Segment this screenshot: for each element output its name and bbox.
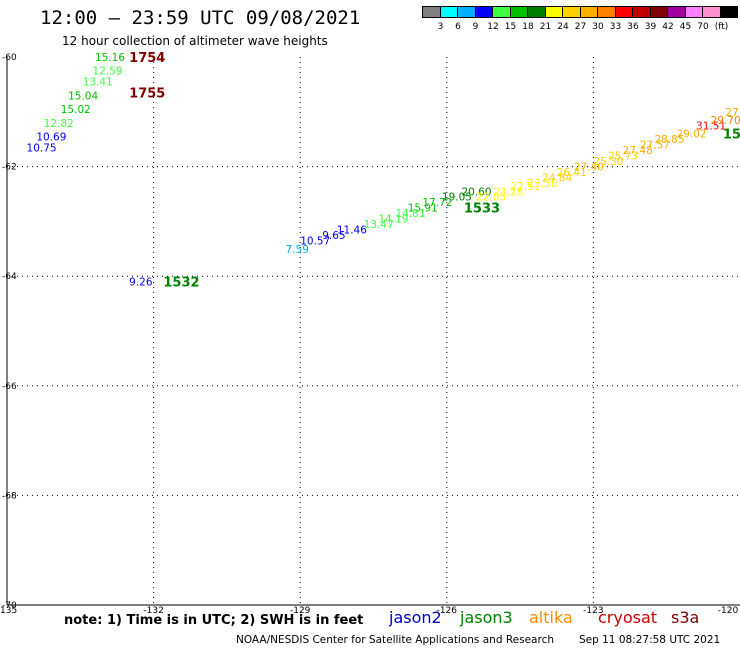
legend-swatch [719,6,738,18]
wave-height-label: 22.51 [510,181,540,193]
wave-height-label: 12.82 [44,118,74,130]
wave-height-label: 31.51 [696,121,726,133]
wave-height-label: 27.40 [574,162,604,174]
x-tick-label: -123 [583,606,603,616]
legend-label: 42 [662,22,674,32]
legend-label: 24 [557,22,569,32]
wave-height-label: 15.91 [408,203,438,215]
y-tick-label: -70 [2,601,17,611]
wave-height-label: 24.84 [542,173,572,185]
wave-height-label: 27.48 [623,145,653,157]
wave-height-label: 15.02 [61,104,91,116]
y-tick-label: -60 [2,53,17,63]
legend-label: 30 [592,22,604,32]
pass-time-label: 1754 [129,51,165,66]
wave-height-label: 29.70 [711,115,740,127]
wave-height-label: 19.05 [442,192,472,204]
legend-label: 33 [609,22,622,32]
wave-height-label: 11.46 [337,225,367,237]
x-tick-label: -132 [143,606,163,616]
satellite-altika: altika [529,608,573,627]
legend-label: 27 [574,22,587,32]
wave-height-label: 27.57 [640,140,670,152]
wave-height-label: 29.02 [676,129,706,141]
y-tick-label: -68 [2,491,17,501]
satellite-jason3: jason3 [460,608,513,627]
wave-height-label: 26.41 [557,167,587,179]
page-title: 12:00 – 23:59 UTC 09/08/2021 [40,7,361,29]
legend-label: 39 [644,22,657,32]
wave-height-label: 25.30 [593,156,623,168]
x-tick-label: -120 [718,606,739,616]
legend-label: 9 [472,22,479,32]
wave-height-label: 9.26 [129,277,153,289]
legend-label: 45 [679,22,692,32]
page-subtitle: 12 hour collection of altimeter wave hei… [62,34,328,48]
wave-height-label: 10.75 [27,142,57,154]
pass-time-label: 1532 [163,276,199,291]
wave-height-label: 14.19 [378,214,408,226]
y-tick-label: -66 [2,382,17,392]
wave-height-label: 14.81 [395,208,425,220]
legend-label: 18 [522,22,534,32]
satellite-jason2: jason2 [389,608,442,627]
wave-height-label: 23.28 [493,186,523,198]
legend-label: 70 [697,22,709,32]
wave-height-label: 22.05 [476,192,506,204]
wave-height-label: 15.04 [68,90,98,102]
legend-label: 6 [455,22,461,32]
y-tick-label: -62 [2,163,17,173]
credit-text: NOAA/NESDIS Center for Satellite Applica… [236,634,554,646]
pass-time-label: 1755 [129,87,165,102]
satellite-cryosat: cryosat [598,608,658,627]
wave-height-label: 10.57 [300,236,330,248]
legend-label: 15 [504,22,517,32]
x-tick-label: -129 [290,606,311,616]
legend-label: 12 [487,22,499,32]
wave-height-label: 9.65 [322,230,345,242]
satellite-s3a: s3a [671,608,700,627]
generated-timestamp: Sep 11 08:27:58 UTC 2021 [579,634,721,646]
wave-height-label: 12.59 [93,66,123,78]
wave-height-label: 20.60 [461,186,491,198]
wave-height-label: 15.16 [95,52,125,64]
legend-label: 36 [627,22,639,32]
y-tick-label: -64 [2,272,17,282]
x-tick-label: -135 [0,606,17,616]
x-tick-label: -126 [437,606,458,616]
legend-label: 21 [539,22,552,32]
wave-height-label: 13.41 [83,77,113,89]
legend-label: 3 [437,22,444,32]
wave-height-label: 28.85 [654,134,684,146]
wave-height-label: 23.36 [527,178,557,190]
wave-height-label: 17.72 [422,197,452,209]
wave-height-label: 13.47 [364,219,394,231]
pass-time-label: 153 [723,128,740,143]
wave-height-label: 27 [725,107,738,119]
wave-height-label: 25.73 [608,151,638,163]
wave-height-label: 10.69 [36,131,66,143]
pass-time-label: 1533 [464,202,500,217]
wave-height-label: 7.59 [286,244,309,256]
legend-unit: (ft) [714,22,729,32]
footer-note: note: 1) Time is in UTC; 2) SWH is in fe… [64,613,364,628]
